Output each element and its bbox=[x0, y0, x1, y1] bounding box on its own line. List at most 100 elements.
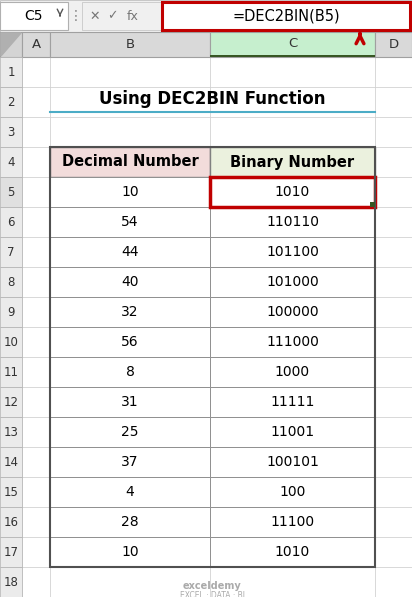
Text: 101000: 101000 bbox=[266, 275, 319, 289]
Bar bbox=[50, 477, 210, 507]
Bar bbox=[375, 357, 412, 387]
Bar bbox=[210, 147, 375, 177]
Bar bbox=[50, 207, 210, 237]
Text: 37: 37 bbox=[121, 455, 139, 469]
Text: 6: 6 bbox=[7, 216, 15, 229]
Bar bbox=[22, 417, 50, 447]
Text: 13: 13 bbox=[4, 426, 19, 439]
Bar bbox=[210, 297, 375, 327]
Bar bbox=[375, 297, 412, 327]
Text: Decimal Number: Decimal Number bbox=[62, 155, 198, 170]
Bar bbox=[22, 87, 50, 117]
Text: 16: 16 bbox=[3, 515, 19, 528]
Bar bbox=[210, 357, 375, 387]
Bar bbox=[375, 267, 412, 297]
Text: C: C bbox=[288, 37, 297, 50]
Bar bbox=[50, 327, 210, 357]
Bar bbox=[0, 147, 22, 177]
Bar bbox=[50, 507, 210, 537]
Bar bbox=[210, 87, 375, 117]
Text: 111000: 111000 bbox=[266, 335, 319, 349]
Bar bbox=[0, 537, 22, 567]
Bar bbox=[0, 87, 22, 117]
Text: 25: 25 bbox=[121, 425, 139, 439]
Bar bbox=[210, 267, 375, 297]
Bar bbox=[22, 507, 50, 537]
Bar bbox=[375, 147, 412, 177]
Text: 28: 28 bbox=[121, 515, 139, 529]
Bar bbox=[375, 447, 412, 477]
Bar bbox=[50, 57, 210, 87]
Bar bbox=[50, 417, 210, 447]
Bar bbox=[375, 387, 412, 417]
Bar bbox=[22, 147, 50, 177]
Bar bbox=[210, 237, 375, 267]
Text: 100000: 100000 bbox=[266, 305, 319, 319]
Bar bbox=[375, 177, 412, 207]
Bar bbox=[22, 117, 50, 147]
Bar bbox=[22, 447, 50, 477]
Polygon shape bbox=[1, 33, 21, 56]
Bar bbox=[375, 117, 412, 147]
Bar bbox=[210, 237, 375, 267]
Bar bbox=[210, 177, 375, 207]
Bar bbox=[210, 117, 375, 147]
Bar bbox=[50, 447, 210, 477]
Bar bbox=[50, 537, 210, 567]
Bar bbox=[22, 237, 50, 267]
Bar bbox=[22, 387, 50, 417]
Bar bbox=[0, 507, 22, 537]
Bar bbox=[0, 207, 22, 237]
Bar bbox=[0, 327, 22, 357]
Text: C5: C5 bbox=[25, 9, 43, 23]
Text: 1000: 1000 bbox=[275, 365, 310, 379]
Bar bbox=[210, 507, 375, 537]
Bar bbox=[50, 237, 210, 267]
Text: 11: 11 bbox=[3, 365, 19, 378]
Bar bbox=[50, 357, 210, 387]
Bar bbox=[50, 327, 210, 357]
Text: 56: 56 bbox=[121, 335, 139, 349]
Text: 5: 5 bbox=[7, 186, 15, 198]
Bar bbox=[50, 417, 210, 447]
Bar bbox=[0, 57, 22, 87]
Bar bbox=[210, 477, 375, 507]
Bar bbox=[50, 507, 210, 537]
Bar bbox=[210, 32, 375, 57]
Bar bbox=[50, 207, 210, 237]
Bar bbox=[210, 507, 375, 537]
Bar bbox=[22, 207, 50, 237]
Bar bbox=[82, 2, 162, 30]
Text: 3: 3 bbox=[7, 125, 15, 139]
Bar bbox=[50, 357, 210, 387]
Bar bbox=[210, 417, 375, 447]
Text: 1010: 1010 bbox=[275, 545, 310, 559]
Text: 1010: 1010 bbox=[275, 185, 310, 199]
Bar bbox=[375, 507, 412, 537]
Bar bbox=[0, 477, 22, 507]
Bar bbox=[0, 117, 22, 147]
Text: 18: 18 bbox=[4, 576, 19, 589]
Text: 100: 100 bbox=[279, 485, 306, 499]
Text: B: B bbox=[125, 38, 135, 51]
Text: 54: 54 bbox=[121, 215, 139, 229]
Bar bbox=[375, 537, 412, 567]
Text: ✓: ✓ bbox=[107, 10, 117, 23]
Text: D: D bbox=[389, 38, 398, 51]
Bar bbox=[22, 327, 50, 357]
Bar bbox=[0, 267, 22, 297]
Bar bbox=[0, 447, 22, 477]
Text: Using DEC2BIN Function: Using DEC2BIN Function bbox=[99, 90, 326, 108]
Text: 4: 4 bbox=[126, 485, 134, 499]
Bar bbox=[0, 32, 22, 57]
Text: 44: 44 bbox=[121, 245, 139, 259]
Bar bbox=[210, 567, 375, 597]
Bar bbox=[50, 87, 210, 117]
Text: =DEC2BIN(B5): =DEC2BIN(B5) bbox=[232, 8, 340, 23]
Bar bbox=[210, 57, 375, 87]
Bar bbox=[0, 567, 22, 597]
Text: 4: 4 bbox=[7, 155, 15, 168]
Text: 100101: 100101 bbox=[266, 455, 319, 469]
Bar bbox=[210, 55, 375, 57]
Text: 2: 2 bbox=[7, 96, 15, 109]
